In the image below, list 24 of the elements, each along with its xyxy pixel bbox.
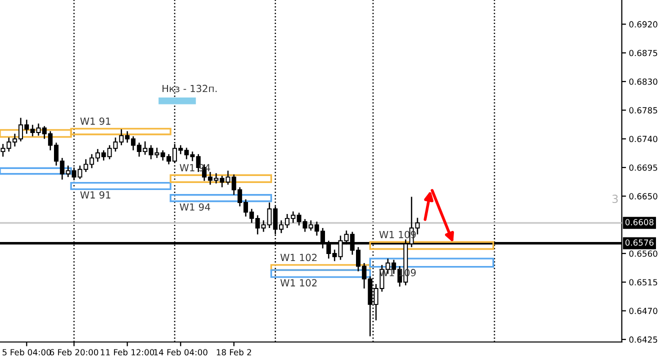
- y-tick-label: 0.6830: [629, 78, 658, 85]
- annotation: Нкз - 132п.: [162, 84, 217, 92]
- y-tick-label: 0.6650: [629, 193, 658, 200]
- annotation: W1 94: [180, 203, 210, 211]
- x-tick-label: 5 Feb 04:00: [2, 348, 51, 356]
- x-tick-label: 14 Feb 04:00: [154, 348, 208, 356]
- annotation: W1 91: [80, 191, 110, 199]
- y-tick-label: 0.6425: [629, 336, 658, 343]
- y-tick-label: 0.6920: [629, 21, 658, 28]
- y-tick-label: 0.6470: [629, 308, 658, 314]
- y-tick-label: 0.6875: [629, 50, 658, 56]
- ref-line-label: 0.6608: [625, 219, 654, 226]
- annotation: 3: [612, 194, 618, 204]
- y-tick-label: 0.6740: [629, 136, 658, 142]
- x-tick-label: 18 Feb 2: [216, 348, 252, 356]
- x-tick-label: 11 Feb 12:00: [100, 348, 154, 356]
- annotation: W1 102: [280, 279, 317, 286]
- y-tick-label: 0.6560: [629, 250, 658, 257]
- annotation: W1 102: [280, 254, 317, 262]
- y-tick-label: 0.6785: [629, 107, 658, 114]
- ref-line-label: 0.6576: [625, 239, 654, 246]
- y-tick-label: 0.6695: [629, 164, 658, 171]
- y-tick-label: 0.6515: [629, 279, 658, 286]
- annotation: W1 91: [80, 118, 110, 125]
